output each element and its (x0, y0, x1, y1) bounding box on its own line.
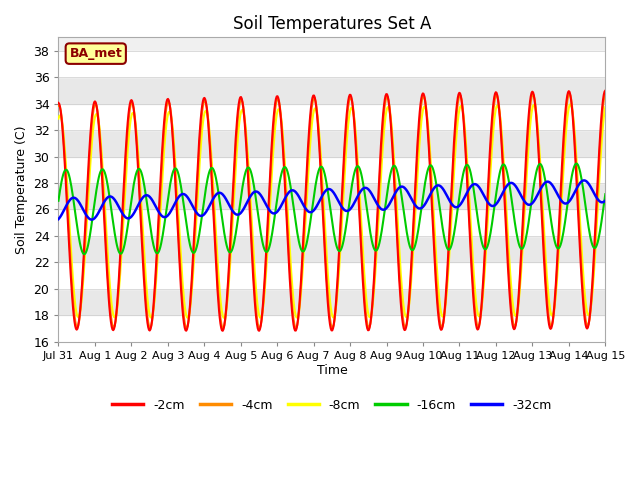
-32cm (65, 199, 72, 205)
X-axis label: Time: Time (317, 364, 348, 377)
-4cm (602, 91, 609, 96)
Bar (58, 104, 605, 130)
-8cm (176, 242, 184, 248)
-16cm (399, 204, 407, 209)
-2cm (54, 100, 62, 106)
-32cm (88, 217, 96, 223)
-4cm (65, 219, 72, 225)
-8cm (566, 101, 574, 107)
-32cm (122, 214, 129, 220)
-16cm (415, 223, 423, 228)
-32cm (580, 178, 588, 183)
-2cm (602, 88, 609, 94)
-16cm (122, 238, 129, 243)
Bar (58, 289, 605, 315)
-8cm (184, 315, 191, 321)
Line: -4cm: -4cm (58, 94, 605, 328)
-16cm (65, 170, 72, 176)
-2cm (219, 328, 227, 334)
-32cm (415, 205, 423, 211)
-4cm (176, 264, 184, 269)
-32cm (399, 184, 407, 190)
-8cm (121, 196, 129, 202)
-32cm (177, 192, 185, 198)
-2cm (415, 118, 423, 124)
-32cm (54, 216, 62, 222)
Bar (58, 263, 605, 289)
-2cm (176, 273, 184, 278)
Bar (58, 209, 605, 236)
-2cm (205, 132, 213, 138)
-4cm (121, 176, 129, 182)
-8cm (54, 116, 62, 121)
-8cm (206, 132, 214, 138)
-8cm (602, 104, 609, 110)
-2cm (121, 167, 129, 172)
Y-axis label: Soil Temperature (C): Soil Temperature (C) (15, 125, 28, 254)
Bar (58, 236, 605, 263)
-4cm (205, 127, 213, 133)
Legend: -2cm, -4cm, -8cm, -16cm, -32cm: -2cm, -4cm, -8cm, -16cm, -32cm (107, 394, 557, 417)
-2cm (399, 322, 407, 327)
Bar (58, 130, 605, 156)
-16cm (206, 168, 214, 173)
Title: Soil Temperatures Set A: Soil Temperatures Set A (233, 15, 431, 33)
-4cm (255, 325, 263, 331)
Line: -8cm: -8cm (58, 104, 605, 318)
Line: -16cm: -16cm (58, 164, 605, 254)
-16cm (81, 252, 88, 257)
-32cm (206, 203, 214, 208)
-16cm (573, 161, 580, 167)
-8cm (399, 298, 407, 304)
-16cm (177, 183, 185, 189)
-32cm (602, 198, 609, 204)
Line: -2cm: -2cm (58, 91, 605, 331)
Text: BA_met: BA_met (69, 47, 122, 60)
-16cm (602, 192, 609, 197)
Bar (58, 50, 605, 77)
-8cm (65, 201, 72, 207)
Bar (58, 77, 605, 104)
Line: -32cm: -32cm (58, 180, 605, 220)
-16cm (54, 198, 62, 204)
Bar (58, 156, 605, 183)
Bar (58, 183, 605, 209)
-4cm (54, 103, 62, 108)
-8cm (415, 147, 423, 153)
-2cm (65, 228, 72, 234)
-4cm (399, 316, 407, 322)
-4cm (415, 127, 423, 132)
Bar (58, 315, 605, 342)
